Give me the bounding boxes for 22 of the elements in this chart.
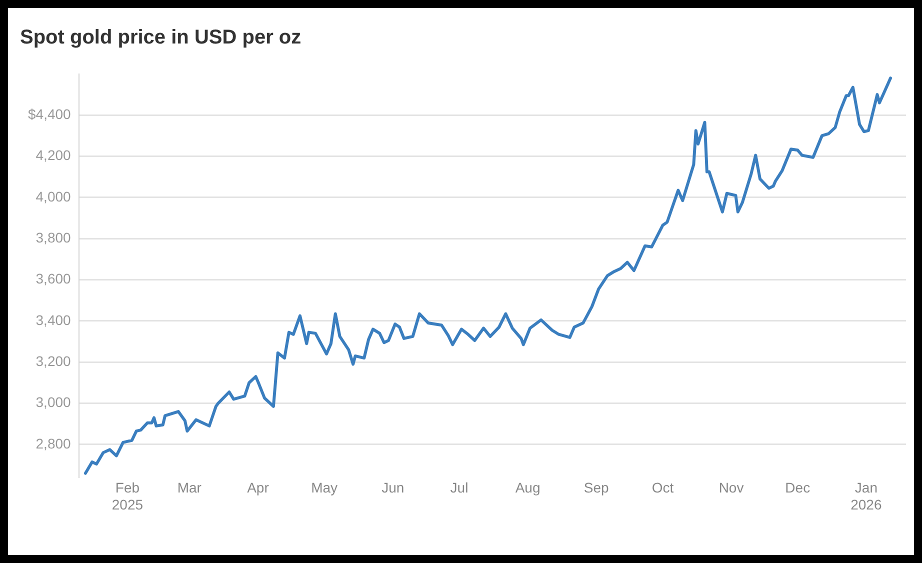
y-tick-label: 3,800 xyxy=(36,230,72,246)
x-tick-label: Sep xyxy=(584,480,610,496)
x-tick-label: Oct xyxy=(652,480,674,496)
x-tick-label: Aug xyxy=(515,480,540,496)
y-tick-label: $4,400 xyxy=(28,106,72,122)
x-tick-label: Jan 2026 xyxy=(850,480,882,512)
y-tick-label: 2,800 xyxy=(36,435,72,452)
x-tick-label: Jul xyxy=(450,480,468,496)
x-tick-label: Feb 2025 xyxy=(112,480,144,512)
y-tick-label: 3,200 xyxy=(36,353,72,369)
y-tick-label: 3,000 xyxy=(36,394,72,410)
y-tick-label: 3,400 xyxy=(36,312,72,328)
chart-title: Spot gold price in USD per oz xyxy=(20,26,302,49)
x-tick-label: Dec xyxy=(785,480,810,496)
x-tick-label: Apr xyxy=(247,480,270,496)
y-tick-label: 4,000 xyxy=(36,188,72,204)
x-tick-label: Nov xyxy=(718,480,744,496)
y-tick-label: 4,200 xyxy=(36,147,72,164)
x-tick-label: Jun xyxy=(382,480,404,496)
x-tick-label: May xyxy=(311,480,338,496)
x-tick-label: Mar xyxy=(177,480,202,496)
y-tick-label: 3,600 xyxy=(36,270,72,287)
